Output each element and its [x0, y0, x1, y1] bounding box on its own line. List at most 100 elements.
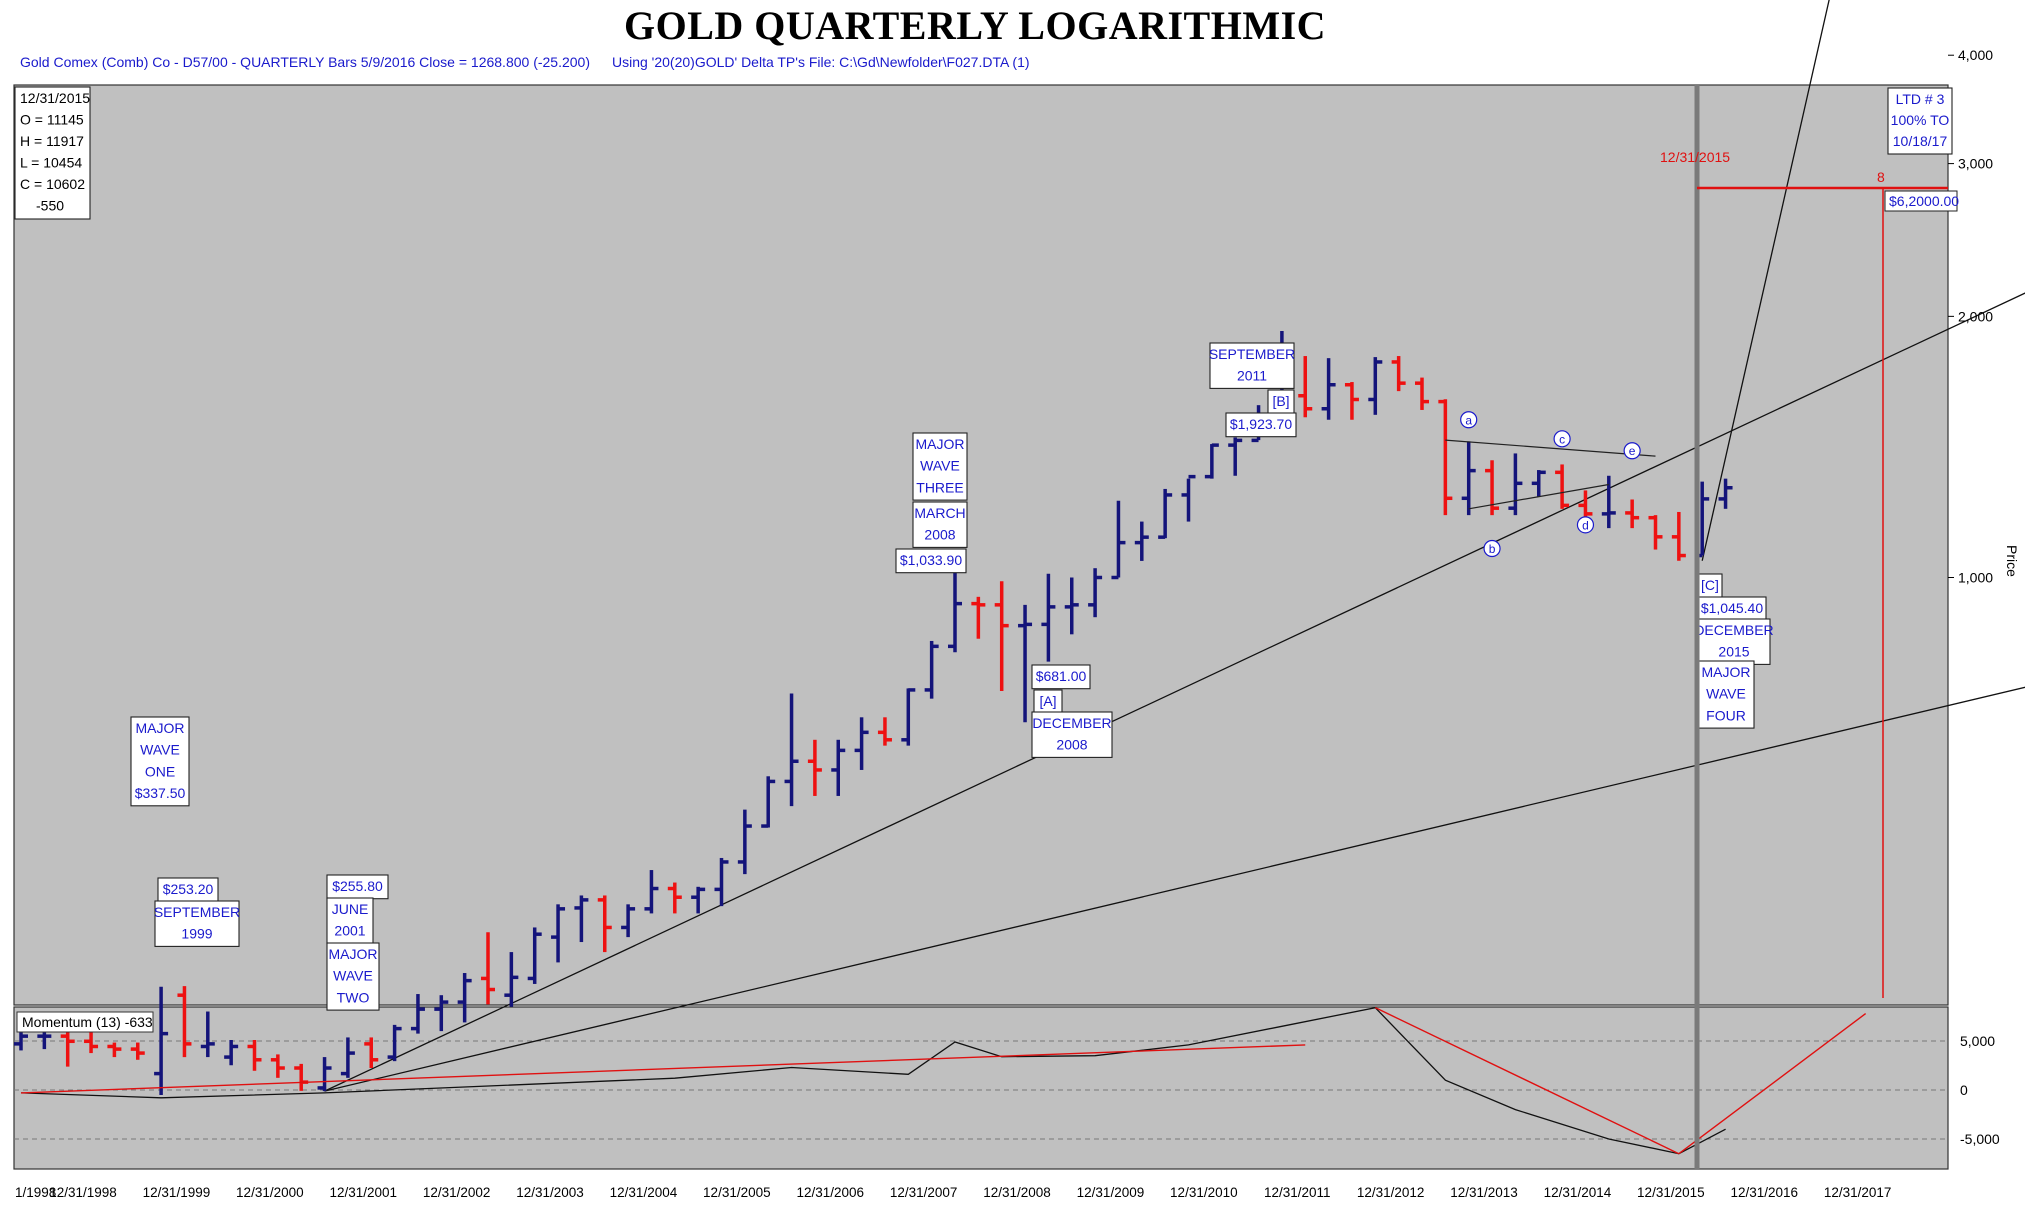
annotation-text: THREE — [916, 479, 963, 495]
annotation-wave-four: MAJOR WAVE FOUR — [1697, 660, 1755, 729]
date-tick-label: 12/31/2005 — [703, 1185, 771, 1200]
ohlc-bar — [434, 995, 449, 1032]
annotation-text: DECEMBER — [1694, 622, 1773, 638]
ohlc-bar — [1415, 377, 1429, 410]
date-tick-label: 12/31/2015 — [1637, 1185, 1705, 1200]
date-tick-label: 12/31/2017 — [1824, 1185, 1892, 1200]
ohlc-bar — [1298, 356, 1313, 418]
triangle-wave-marker — [1576, 516, 1595, 534]
ohlc-bar — [1718, 478, 1733, 509]
annotation-text: $255.80 — [332, 878, 383, 894]
ohlc-bar — [901, 688, 916, 746]
annotation-text: MAJOR — [329, 946, 378, 962]
date-tick-label: 12/31/2007 — [890, 1185, 958, 1200]
date-tick-label: 12/31/1999 — [143, 1185, 211, 1200]
ltd-box-line: 10/18/17 — [1893, 133, 1948, 149]
annotation-low-1999-price: $253.20 — [157, 877, 219, 903]
annotation-text: [C] — [1701, 577, 1719, 593]
ohlc-bar — [597, 895, 612, 953]
ohlc-bar — [1158, 488, 1173, 539]
annotation-text: 2008 — [1056, 737, 1087, 753]
ohlc-bar — [177, 986, 192, 1058]
annotation-low-2015-date: DECEMBER 2015 — [1694, 618, 1774, 665]
annotation-text: 2011 — [1237, 368, 1267, 384]
annotation-text: $1,033.90 — [900, 552, 962, 568]
momentum-label: Momentum (13) -633 — [22, 1014, 153, 1030]
ohlc-bar — [410, 994, 425, 1034]
ohlc-info-line: C = 10602 — [20, 176, 85, 192]
annotation-text: WAVE — [333, 968, 373, 984]
annotation-high-2008-price: $1,033.90 — [895, 548, 967, 574]
ohlc-bar — [1555, 464, 1570, 509]
chart-title: GOLD QUARTERLY LOGARITHMIC — [623, 3, 1327, 48]
ohlc-bar — [1485, 460, 1500, 516]
ohlc-bar — [247, 1039, 262, 1071]
momentum-tick-label: -5,000 — [1960, 1131, 2000, 1147]
annotation-text: 2008 — [924, 527, 955, 543]
ohlc-bar — [1438, 399, 1453, 516]
annotation-wave-one: MAJOR WAVE ONE $337.50 — [130, 716, 190, 807]
ohlc-bar — [1204, 443, 1219, 479]
ltd-box-line: LTD # 3 — [1896, 91, 1945, 107]
annotation-text: MARCH — [914, 505, 965, 521]
momentum-tick-label: 0 — [1960, 1082, 1968, 1098]
ohlc-bar — [994, 581, 1009, 691]
date-tick-label: 12/31/2002 — [423, 1185, 491, 1200]
annotation-low-2008-date: DECEMBER 2008 — [1031, 711, 1113, 758]
date-tick-label: 12/31/2014 — [1544, 1185, 1612, 1200]
ohlc-bar — [784, 693, 799, 807]
ohlc-info-line: O = 11145 — [20, 112, 84, 128]
triangle-wave-label: a — [1465, 413, 1472, 427]
triangle-wave-label: e — [1629, 444, 1636, 458]
triangle-wave-marker — [1553, 430, 1571, 448]
annotation-low-2001-date: JUNE 2001 — [326, 897, 374, 944]
date-tick-label: 12/31/2006 — [796, 1185, 864, 1200]
price-panel — [13, 84, 1949, 1006]
ohlc-bar — [574, 895, 589, 943]
ohlc-bar — [1134, 521, 1149, 561]
triangle-wave-marker — [1623, 442, 1641, 460]
annotation-text: 2001 — [334, 923, 365, 939]
triangle-wave-label: d — [1582, 518, 1589, 532]
annotation-layer: MAJOR WAVE ONE $337.50 $253.20 SEPTEMBER 1999 $… — [130, 342, 1774, 1011]
ohlc-bar — [340, 1037, 355, 1078]
triangle-lower-line — [1468, 483, 1609, 510]
triangle-wave-marker — [1483, 539, 1501, 558]
ohlc-bar — [1531, 470, 1546, 497]
ohlc-info-line: 12/31/2015 — [20, 90, 90, 106]
annotation-text: ONE — [145, 763, 175, 779]
annotation-high-2011-price: $1,923.70 — [1225, 412, 1297, 438]
ohlc-bar — [60, 1029, 75, 1067]
target-label-box — [1884, 190, 1958, 212]
annotation-text: FOUR — [1706, 707, 1746, 723]
momentum-trendline — [20, 1044, 1306, 1094]
header-left: Gold Comex (Comb) Co - D57/00 - QUARTERL… — [20, 54, 590, 70]
ohlc-bar — [504, 952, 519, 1007]
ohlc-bar — [1461, 441, 1476, 516]
current-date-marker-label: 12/31/2015 — [1660, 149, 1730, 165]
ohlc-bar — [1625, 499, 1640, 529]
ohlc-info-line: -550 — [36, 198, 64, 214]
ohlc-bar — [761, 776, 776, 828]
lower-channel-line — [324, 686, 2025, 1092]
annotation-low-2008-price: $681.00 — [1031, 664, 1091, 690]
ohlc-bar — [1368, 357, 1383, 415]
date-tick-label: 12/31/2012 — [1357, 1185, 1425, 1200]
ohlc-bar — [107, 1042, 122, 1058]
annotation-label-a: [A] — [1033, 689, 1063, 715]
ohlc-bar — [667, 882, 682, 914]
annotation-text: $253.20 — [163, 881, 214, 897]
ohlc-bar — [831, 739, 846, 796]
target-count: 8 — [1877, 169, 1885, 185]
momentum-line — [20, 1006, 1726, 1155]
annotation-text: 2015 — [1718, 644, 1749, 660]
price-axis: 1,0002,0003,0004,0005,0006,0007,0008,000… — [1948, 47, 2000, 1147]
annotation-text: 1999 — [181, 926, 212, 942]
ohlc-bar — [924, 640, 939, 699]
ltd-box-line: 100% TO — [1891, 112, 1950, 128]
ohlc-bar — [224, 1039, 239, 1066]
ohlc-bar — [1508, 453, 1523, 516]
date-tick-label: 12/31/2001 — [329, 1185, 397, 1200]
